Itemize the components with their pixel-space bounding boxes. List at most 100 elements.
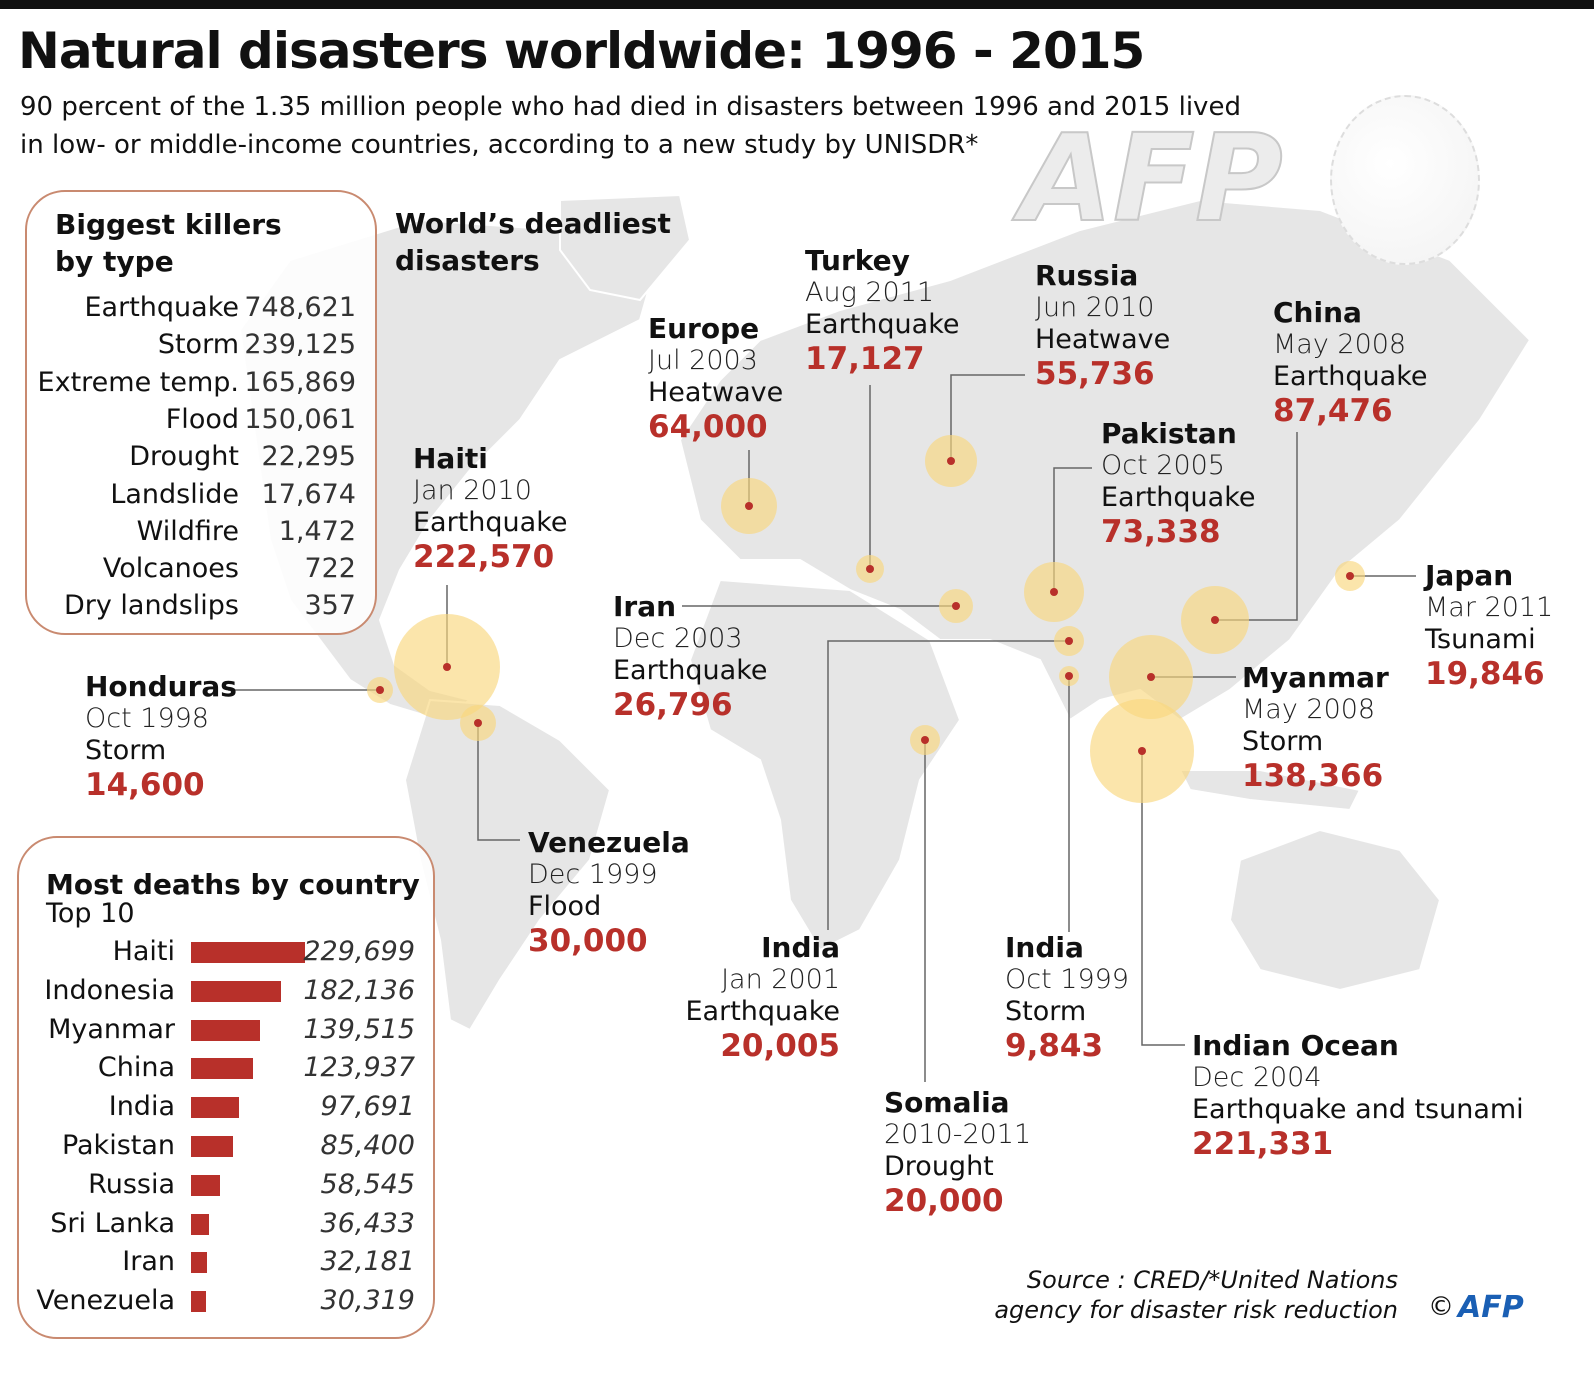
disaster-deaths: 17,127 [805,341,925,377]
bar-label: Russia [88,1168,175,1200]
disaster-label: Somalia 2010-2011 Drought 20,000 [884,1086,1032,1220]
killer-value: 1,472 [278,515,356,547]
disaster-label: Turkey Aug 2011 Earthquake 17,127 [805,245,960,378]
leader-line [1141,751,1185,1046]
disaster-label: China May 2008 Earthquake 87,476 [1273,296,1428,430]
afp-logo: AFP [1458,1290,1524,1325]
disaster-place: China [1273,296,1362,329]
bar-label: Pakistan [61,1130,175,1161]
disaster-date: 2010-2011 [884,1119,1032,1150]
deadliest-title: World’s deadliest disasters [395,207,671,277]
disaster-type: Flood [528,891,602,922]
bar-label: Indonesia [44,974,175,1006]
disaster-type: Drought [884,1151,994,1182]
source-note: Source : CRED/*United Nations agency for… [994,1266,1398,1324]
killer-type: Extreme temp. [37,366,239,398]
bar [191,1252,207,1274]
killer-row: Extreme temp. 165,869 [27,367,379,404]
afp-watermark: AFP [1019,109,1284,250]
afp-globe-watermark [1330,95,1480,265]
killer-type: Landslide [110,478,239,510]
disaster-place: India [1005,931,1084,964]
disaster-deaths: 55,736 [1035,356,1155,392]
disaster-deaths: 14,600 [85,767,205,803]
disaster-place: Russia [1035,259,1139,292]
disaster-label: India Oct 1999 Storm 9,843 [1005,931,1129,1065]
disaster-deaths: 64,000 [648,409,768,445]
disaster-place: Iran [613,590,677,623]
killers-title: Biggest killers by type [55,208,282,278]
disaster-dot [1211,616,1219,624]
bar-value-label: 30,319 [320,1285,415,1317]
disaster-type: Storm [85,735,167,766]
bar [191,1058,253,1080]
killer-row: Landslide 17,674 [27,479,379,516]
disaster-deaths: 222,570 [413,539,555,575]
disaster-type: Tsunami [1425,624,1536,655]
bar [191,1136,234,1157]
bar-value-label: 139,515 [303,1013,415,1045]
killer-value: 22,295 [261,441,356,473]
chart-subtitle: Top 10 [46,898,135,929]
bar-value-label: 182,136 [303,974,415,1006]
killer-type: Dry landslips [63,590,239,622]
chart-title: Most deaths by country [46,868,420,901]
disaster-date: Oct 1998 [85,703,209,734]
killer-type: Flood [165,403,239,435]
killer-type: Earthquake [84,292,240,323]
disaster-deaths: 26,796 [613,687,733,723]
disaster-deaths: 221,331 [1192,1126,1334,1162]
bar-row: India 97,691 [19,1091,437,1130]
killer-row: Volcanoes 722 [27,553,379,590]
disaster-date: May 2008 [1273,329,1407,360]
most-deaths-panel: Most deaths by country Top 10 Haiti 229,6… [17,836,435,1339]
disaster-type: Earthquake [1101,482,1256,513]
disaster-label: Europe Jul 2003 Heatwave 64,000 [648,313,784,446]
disaster-type: Earthquake and tsunami [1192,1094,1524,1125]
bar-row: Myanmar 139,515 [19,1014,437,1053]
bar-value-label: 97,691 [320,1091,415,1123]
leader-line [827,640,1069,930]
disaster-dot [1138,747,1146,755]
bar-label: India [108,1091,175,1123]
page-title: Natural disasters worldwide: 1996 - 2015 [18,22,1145,80]
disaster-deaths: 87,476 [1273,393,1393,429]
disaster-deaths: 9,843 [1005,1028,1104,1064]
disaster-type: Earthquake [805,309,960,340]
leader-line [477,723,520,841]
killer-type: Storm [157,329,239,361]
bar-row: China 123,937 [19,1052,437,1091]
bar-value-label: 123,937 [303,1052,415,1084]
disaster-dot [1147,673,1155,681]
disaster-deaths: 138,366 [1242,758,1384,794]
disaster-type: Heatwave [648,377,784,408]
killer-row: Drought 22,295 [27,441,379,478]
disaster-label: Iran Dec 2003 Earthquake 26,796 [613,590,768,724]
disaster-date: Dec 1999 [528,859,658,890]
disaster-dot [1065,672,1073,680]
bar [191,1097,240,1119]
bar [191,1213,210,1235]
subtitle: 90 percent of the 1.35 million people wh… [20,92,1241,160]
disaster-label: Honduras Oct 1998 Storm 14,600 [85,671,237,804]
bar-value-label: 36,433 [320,1207,415,1239]
killer-type: Volcanoes [102,553,239,585]
killer-value: 748,621 [244,292,356,323]
bar [191,980,282,1002]
disaster-deaths: 20,005 [720,1028,840,1064]
disaster-type: Storm [1005,996,1087,1027]
disaster-date: Jan 2010 [413,475,532,506]
disaster-date: Dec 2003 [613,623,743,654]
bar-label: Venezuela [36,1285,175,1317]
disaster-place: Indian Ocean [1192,1029,1399,1062]
map-indonesia [1178,769,1362,812]
bar-value-label: 58,545 [320,1168,415,1200]
disaster-deaths: 20,000 [884,1183,1004,1219]
bar-label: Sri Lanka [50,1207,175,1239]
bar [191,1291,207,1313]
disaster-deaths: 73,338 [1101,514,1221,550]
disaster-place: Somalia [884,1086,1010,1119]
bar-label: Iran [122,1246,175,1278]
leader-line [1053,467,1092,592]
